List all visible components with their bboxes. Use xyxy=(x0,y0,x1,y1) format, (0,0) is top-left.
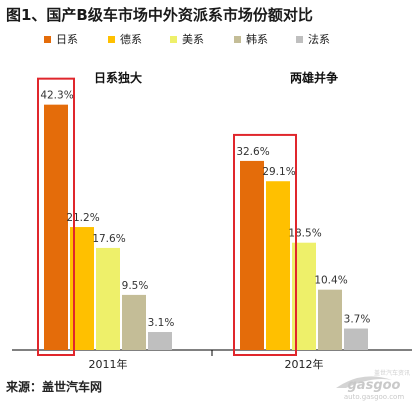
svg-text:gasgoo: gasgoo xyxy=(348,378,401,393)
legend-label-4: 韩系 xyxy=(246,32,268,46)
data-label-1-5: 3.1% xyxy=(148,317,175,329)
category-label-1: 2011年 xyxy=(89,357,128,371)
gasgoo-watermark-logo: gasgoo 盖世汽车资讯 auto.gasgoo.com xyxy=(336,369,410,401)
data-label-1-4: 9.5% xyxy=(122,280,149,292)
legend-label-3: 美系 xyxy=(182,33,204,46)
highlight-box-1 xyxy=(37,77,75,356)
data-label-2-2: 29.1% xyxy=(262,166,295,178)
legend-swatch-2 xyxy=(108,36,115,43)
data-label-1-2: 21.2% xyxy=(66,212,99,224)
legend-swatch-5 xyxy=(296,36,303,43)
data-label-2-4: 10.4% xyxy=(314,275,347,287)
data-label-2-1: 32.6% xyxy=(236,146,269,158)
bar-1-3 xyxy=(96,247,120,350)
bar-2-4 xyxy=(318,289,342,350)
bar-2-1 xyxy=(240,160,264,350)
data-label-1-3: 17.6% xyxy=(92,233,125,245)
legend-label-2: 德系 xyxy=(120,32,142,46)
legend-swatch-4 xyxy=(234,36,241,43)
data-label-2-3: 18.5% xyxy=(288,228,321,240)
bar-1-4 xyxy=(122,294,146,350)
highlight-box-2 xyxy=(233,133,297,356)
bar-2-2 xyxy=(266,181,290,350)
chart-title: 图1、国产B级车市场中外资派系市场份额对比 xyxy=(6,6,313,24)
data-label-2-5: 3.7% xyxy=(344,314,371,326)
bar-1-1 xyxy=(44,104,68,350)
bar-2-5 xyxy=(344,328,368,350)
category-label-2: 2012年 xyxy=(285,357,324,371)
annotation-2: 两雄并争 xyxy=(290,70,338,85)
legend-label-5: 法系 xyxy=(308,32,330,46)
svg-text:auto.gasgoo.com: auto.gasgoo.com xyxy=(344,393,404,401)
legend-swatch-1 xyxy=(44,36,51,43)
svg-text:盖世汽车资讯: 盖世汽车资讯 xyxy=(374,369,410,377)
data-label-1-1: 42.3% xyxy=(40,90,73,102)
legend-label-1: 日系 xyxy=(56,33,78,46)
source-note: 来源：盖世汽车网 xyxy=(6,380,103,394)
annotation-1: 日系独大 xyxy=(94,70,142,85)
legend-swatch-3 xyxy=(170,36,177,43)
bar-1-5 xyxy=(148,332,172,350)
